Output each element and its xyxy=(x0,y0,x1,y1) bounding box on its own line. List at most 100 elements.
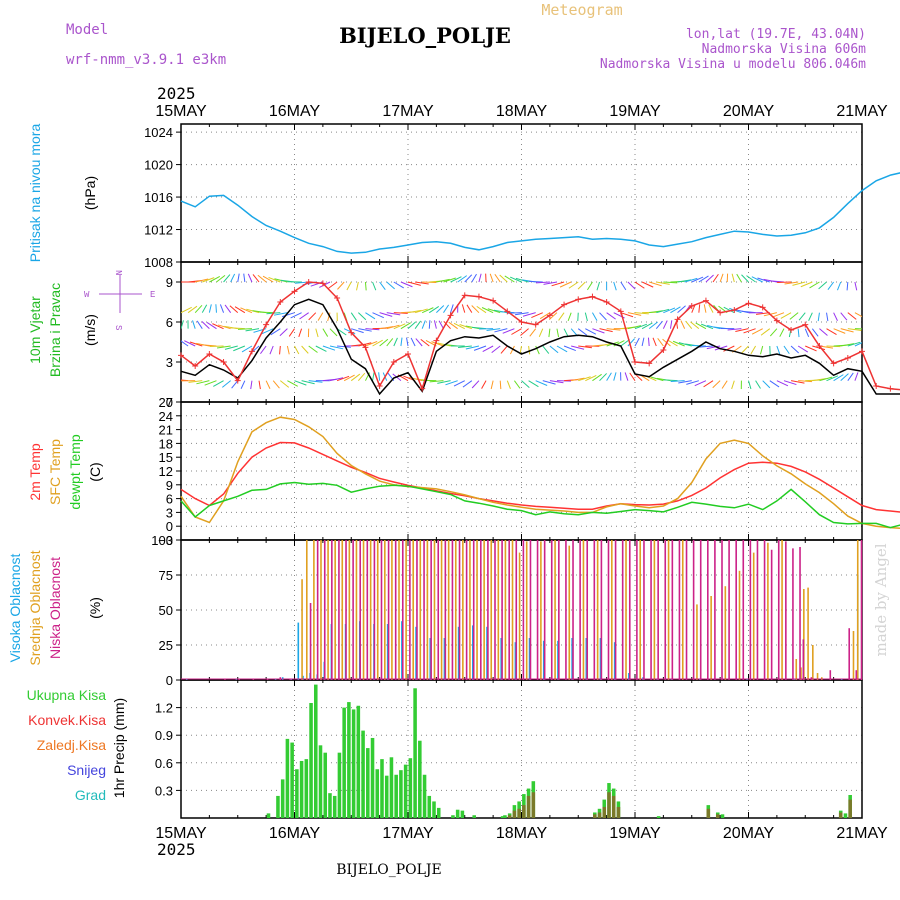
meteogram-title: Meteogram xyxy=(541,1,622,19)
precip-total-bar xyxy=(295,769,299,818)
wind-arrow xyxy=(213,380,224,387)
wind-arrow xyxy=(577,281,586,290)
wind-arrow xyxy=(663,379,678,382)
wind-arrow xyxy=(750,345,757,355)
wind-arrow xyxy=(429,306,440,314)
wind-arrow xyxy=(329,345,344,350)
precip-total-bar xyxy=(389,757,394,818)
wind-arrow xyxy=(224,345,238,350)
wind-arrow xyxy=(649,281,662,287)
gust-marker xyxy=(702,297,709,304)
wind-arrow xyxy=(208,304,212,313)
wind-arrow xyxy=(694,380,707,387)
wind-arrow xyxy=(563,328,569,337)
gust-marker xyxy=(206,351,213,357)
wind-arrow xyxy=(792,281,806,286)
wind-arrow xyxy=(358,312,367,321)
wind-arrow xyxy=(502,328,515,334)
precip-total-bar xyxy=(276,795,280,818)
precip-total-bar xyxy=(451,815,455,818)
wind-arrow xyxy=(459,324,473,330)
wind-arrow xyxy=(634,312,649,315)
wind-arrow xyxy=(762,380,771,389)
model-label: Model xyxy=(66,22,108,38)
temp-unit: (C) xyxy=(87,462,103,481)
wind-arrow xyxy=(400,322,411,330)
precip-total-bar xyxy=(380,759,384,818)
wind-arrow xyxy=(322,328,329,337)
cloud-ylabel-1: Visoka Oblacnost xyxy=(7,554,23,663)
gust-marker xyxy=(887,385,894,392)
precip-convective-bar xyxy=(526,795,531,818)
wind-arrow xyxy=(415,281,429,285)
wind-arrow xyxy=(678,380,692,384)
wind-arrow xyxy=(629,372,636,381)
wind-arrow xyxy=(458,345,472,349)
wind-arrow xyxy=(714,345,728,351)
wind-arrow xyxy=(817,312,820,322)
wind-arrow xyxy=(229,305,239,314)
wind-arrow xyxy=(699,345,714,348)
cloud-ylabel-2: Srednja Oblacnost xyxy=(27,550,43,665)
wind-arrow xyxy=(578,345,593,349)
gust-marker xyxy=(773,317,780,324)
gust-marker xyxy=(788,327,795,333)
precip-total-bar xyxy=(356,705,361,818)
wind-arrow xyxy=(769,328,778,337)
wind-arrow xyxy=(327,281,338,289)
wind-arrow xyxy=(450,276,462,283)
precip-total-bar xyxy=(436,807,441,818)
wind-arrow xyxy=(836,281,842,291)
wind-arrow xyxy=(729,307,742,314)
wind-arrow xyxy=(854,312,862,318)
wind-arrow xyxy=(854,281,858,291)
wind-arrow xyxy=(216,274,226,283)
precip-total-bar xyxy=(408,758,413,818)
wind-arrow xyxy=(294,345,300,355)
wind-arrow xyxy=(833,312,838,321)
wind-arrow xyxy=(301,380,315,385)
wind-arrow xyxy=(509,345,515,355)
wind-arrow xyxy=(308,345,318,353)
wind-arrow xyxy=(784,281,799,285)
wind-arrow xyxy=(613,372,617,381)
gust-marker xyxy=(248,348,255,355)
wind-arrow xyxy=(771,312,785,318)
wind-arrow xyxy=(386,312,401,316)
gust-marker xyxy=(617,308,624,315)
wind-arrow xyxy=(556,328,560,338)
wind-arrow xyxy=(586,281,593,291)
wind-arrow xyxy=(393,281,404,289)
precip-convective-bar xyxy=(512,810,517,818)
precip-total-bar xyxy=(427,795,432,818)
precip-unit: 1hr Precip (mm) xyxy=(111,698,127,798)
year-top: 2025 xyxy=(157,84,196,103)
precip-convective-bar xyxy=(602,806,607,818)
wind-arrow xyxy=(854,372,859,381)
wind-arrow xyxy=(481,380,487,389)
y-tick-label: 21 xyxy=(159,423,173,438)
y-tick-label: 25 xyxy=(159,638,173,653)
wind-arrow xyxy=(584,312,588,322)
precip-total-bar xyxy=(399,770,403,818)
wind-arrow xyxy=(847,328,862,332)
y-tick-label: 1020 xyxy=(144,158,173,173)
date-label-bottom: 15MAY xyxy=(155,825,207,842)
wind-arrow xyxy=(336,375,350,382)
precip-total-bar xyxy=(361,730,365,818)
cloud-unit: (%) xyxy=(87,597,103,619)
gust-marker xyxy=(475,293,482,300)
wind-arrow xyxy=(789,312,799,320)
wind-arrow xyxy=(346,281,352,291)
gust-marker xyxy=(319,280,326,287)
wind-arrow xyxy=(706,345,721,350)
wind-arrow xyxy=(539,312,551,320)
wind-arrow xyxy=(808,312,813,321)
gust-marker xyxy=(220,359,227,365)
wind-arrow xyxy=(578,376,591,382)
wind-arrow xyxy=(751,328,763,335)
temp-ylabel-1: 2m Temp xyxy=(27,443,43,501)
precip-convective-bar xyxy=(616,806,621,818)
wind-arrow xyxy=(406,337,409,347)
